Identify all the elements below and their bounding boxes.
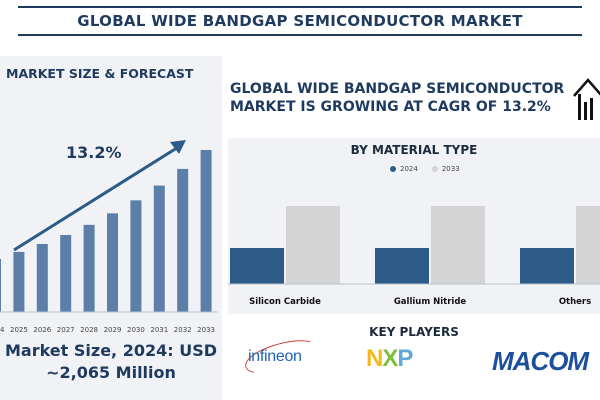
growth-bar-2025 xyxy=(13,251,25,312)
growth-bar-2027 xyxy=(60,235,72,312)
market-size-footer: Market Size, 2024: USD ~2,065 Million xyxy=(0,340,222,384)
growth-bar-chart: 2024 2025 2026 2027 2028 2029 2030 2031 2032 2033 xyxy=(0,140,218,334)
material-bar-1-2033 xyxy=(431,206,485,284)
material-bar-0-2024 xyxy=(230,248,284,284)
material-bar-0-2033 xyxy=(286,206,340,284)
growth-tick-2030: 2030 xyxy=(127,326,145,334)
cagr-headline: GLOBAL WIDE BANDGAP SEMICONDUCTOR MARKET… xyxy=(230,80,570,116)
cagr-headline-line1: GLOBAL WIDE BANDGAP SEMICONDUCTOR xyxy=(230,81,565,97)
growth-tick-2031: 2031 xyxy=(150,326,168,334)
material-tick-0: Silicon Carbide xyxy=(249,297,321,307)
growth-bar-2030 xyxy=(130,200,142,312)
material-tick-1: Gallium Nitride xyxy=(394,297,467,307)
legend-item-2024: 2024 xyxy=(390,165,418,173)
material-bar-1-2024 xyxy=(375,248,429,284)
growth-bar-2026 xyxy=(36,243,48,312)
material-type-title: BY MATERIAL TYPE xyxy=(350,143,478,157)
legend-label-2024: 2024 xyxy=(400,165,418,173)
growth-tick-2027: 2027 xyxy=(57,326,75,334)
trend-arrow-head xyxy=(170,140,186,154)
growth-tick-2032: 2032 xyxy=(174,326,192,334)
trend-arrow-icon xyxy=(13,140,186,252)
material-bar-2-2033 xyxy=(576,206,600,284)
material-bar-chart: Silicon Carbide Gallium Nitride Others xyxy=(228,206,600,307)
material-bar-2-2024 xyxy=(520,248,574,284)
macom-logo: MACOM xyxy=(492,346,589,376)
growth-bar-2029 xyxy=(107,213,118,312)
legend-swatch-2024 xyxy=(390,166,396,172)
growth-bar-2033 xyxy=(200,150,212,312)
header-bar: GLOBAL WIDE BANDGAP SEMICONDUCTOR MARKET xyxy=(18,6,582,36)
house-growth-icon xyxy=(573,78,600,120)
page-title: GLOBAL WIDE BANDGAP SEMICONDUCTOR MARKET xyxy=(77,12,523,30)
growth-tick-2025: 2025 xyxy=(10,326,28,334)
cagr-headline-line2: MARKET IS GROWING AT CAGR OF 13.2% xyxy=(230,99,551,115)
growth-tick-2028: 2028 xyxy=(80,326,98,334)
growth-bar-2028 xyxy=(83,224,95,312)
market-size-footer-line1: Market Size, 2024: USD xyxy=(4,341,217,360)
legend-item-2033: 2033 xyxy=(431,165,460,173)
market-size-footer-line2: ~2,065 Million xyxy=(46,363,176,382)
growth-tick-2029: 2029 xyxy=(104,326,122,334)
growth-tick-2033: 2033 xyxy=(197,326,215,334)
market-size-title: MARKET SIZE & FORECAST xyxy=(6,66,194,81)
cagr-label: 13.2% xyxy=(66,143,122,162)
growth-tick-2026: 2026 xyxy=(33,326,51,334)
header: GLOBAL WIDE BANDGAP SEMICONDUCTOR MARKET xyxy=(0,0,600,40)
legend-label-2033: 2033 xyxy=(441,165,460,173)
material-tick-2: Others xyxy=(559,297,591,307)
growth-bar-2031 xyxy=(153,185,165,312)
growth-bar-2032 xyxy=(177,168,189,312)
infineon-logo: infineon xyxy=(248,348,302,365)
key-players-title: KEY PLAYERS xyxy=(369,325,459,339)
growth-tick-2024: 2024 xyxy=(0,326,5,334)
material-legend: 2024 2033 xyxy=(390,165,460,173)
growth-bar-2024 xyxy=(0,258,1,312)
nxp-logo: NXP xyxy=(366,345,413,372)
trend-arrow-line xyxy=(13,144,181,252)
legend-swatch-2033 xyxy=(431,166,438,172)
